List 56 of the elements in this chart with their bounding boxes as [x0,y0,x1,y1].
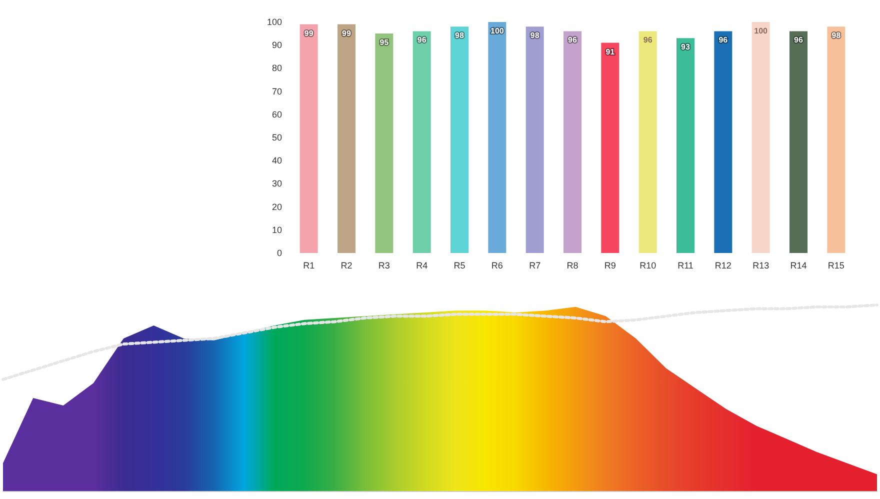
bar [790,31,808,253]
data-label: 93 [681,42,690,52]
data-label: 99 [304,28,314,38]
y-tick-label: 0 [276,248,282,258]
x-tick-label: R12 [714,260,732,270]
y-tick-label: 40 [272,156,282,166]
y-tick-label: 20 [272,202,282,212]
x-tick-label: R5 [454,260,466,270]
data-label: 100 [754,26,768,36]
x-tick-label: R10 [640,260,656,270]
x-tick-label: R14 [790,260,807,270]
bar [300,24,318,253]
data-label: 95 [380,38,390,48]
data-label: 91 [606,47,616,56]
y-tick-label: 80 [272,63,282,74]
x-tick-label: R3 [378,260,390,270]
x-tick-label: R8 [566,260,578,270]
bar [827,26,846,253]
x-tick-label: R13 [752,260,770,270]
y-tick-label: 50 [272,132,282,142]
bar [638,31,657,253]
x-tick-label: R6 [491,260,503,270]
x-tick-label: R11 [678,260,694,270]
bar [714,31,732,253]
bar [564,31,582,253]
data-label: 98 [832,31,842,40]
bar [488,22,506,253]
bar [338,24,356,253]
data-label: 96 [643,36,653,45]
bar [412,31,431,253]
bar [676,38,694,253]
y-tick-label: 70 [272,86,282,96]
data-label: 96 [417,36,427,45]
y-tick-label: 10 [272,224,282,235]
data-label: 96 [794,36,804,45]
x-tick-label: R4 [416,260,428,270]
bar [526,26,544,253]
data-label: 96 [718,36,728,45]
bar [752,22,770,253]
x-tick-label: R7 [529,260,541,270]
y-tick-label: 90 [272,40,282,50]
data-label: 99 [342,28,352,38]
x-tick-label: R2 [340,260,352,270]
data-label: 98 [530,31,540,40]
x-tick-label: R1 [303,260,315,270]
x-tick-label: R15 [828,260,844,270]
bar [450,26,468,253]
bar [601,42,620,253]
data-label: 98 [455,31,464,40]
bar [375,34,394,253]
y-tick-label: 60 [272,109,282,120]
data-label: 96 [568,36,578,45]
data-label: 100 [490,26,504,36]
y-tick-label: 100 [266,17,282,27]
x-tick-label: R9 [604,260,616,270]
y-tick-label: 30 [272,178,282,189]
